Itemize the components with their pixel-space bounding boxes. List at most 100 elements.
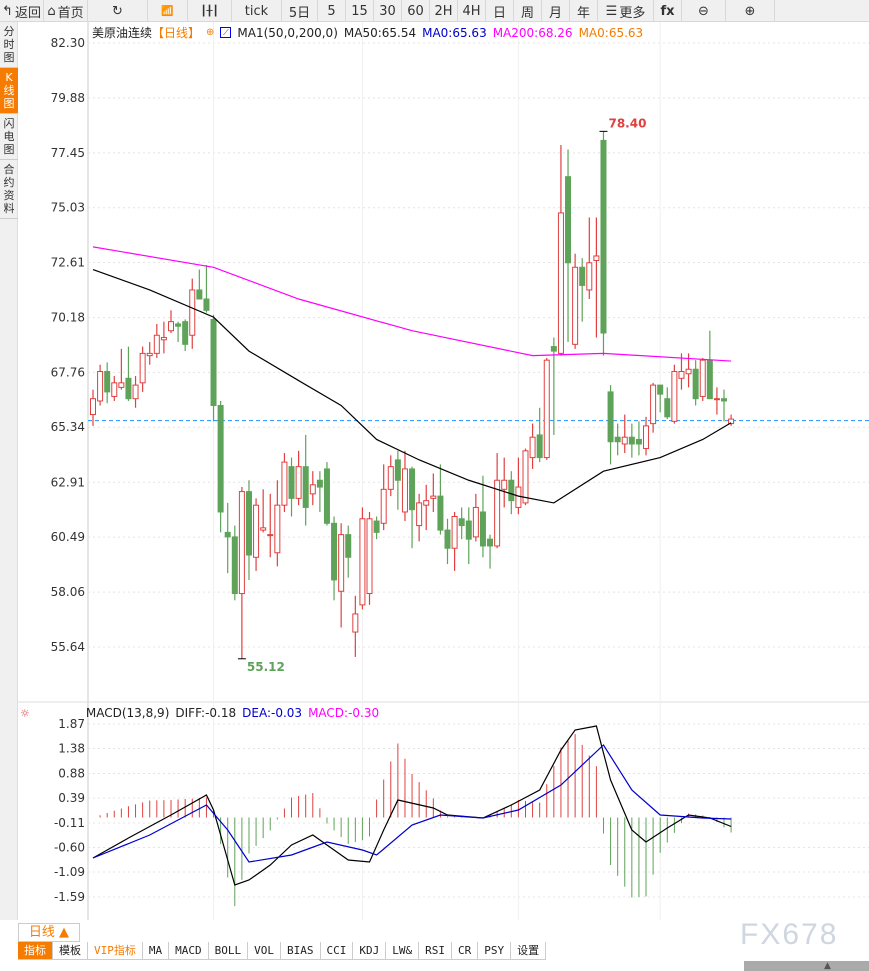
zoom-out-button[interactable]: ⊖ [682,0,726,22]
tab-设置[interactable]: 设置 [511,942,547,959]
candle [160,321,167,354]
scroll-up-icon[interactable]: ▲ [824,961,831,971]
toolbar-日-button[interactable]: 日 [486,0,514,22]
kline-chart[interactable]: 82.30 79.88 77.45 75.03 72.61 70.18 67.76 65.34… [0,22,869,920]
toolbar-15-button[interactable]: 15 [346,0,374,22]
scrollbar[interactable]: ▲ [744,961,869,971]
toolbar-label: 60 [407,3,424,19]
candle-body [323,468,330,524]
tab-BIAS[interactable]: BIAS [281,942,321,959]
refresh-icon: ↻ [112,3,123,19]
tab-KDJ[interactable]: KDJ [353,942,387,959]
candle [104,362,111,404]
refresh-button[interactable]: ↻ [88,0,148,22]
toolbar-更多-button[interactable]: ☰ 更多 [598,0,654,22]
toolbar-2H-button[interactable]: 2H [430,0,458,22]
extreme-price-label: 78.40 [608,116,646,130]
tab-CCI[interactable]: CCI [321,942,354,959]
sidebar-tab-3[interactable]: 合约资料 [0,160,18,219]
toolbar-周-button[interactable]: 周 [514,0,542,22]
line-chart-button[interactable]: 📶 [148,0,188,22]
tab-BOLL[interactable]: BOLL [209,942,249,959]
candle [274,480,281,567]
toolbar-年-button[interactable]: 年 [570,0,598,22]
price-tick-label: 82.30 [51,36,85,50]
toolbar-fx-button[interactable]: fx [654,0,682,22]
candle-body [501,479,508,490]
candle-body [671,371,678,422]
candle-body [479,511,486,547]
toolbar-月-button[interactable]: 月 [542,0,570,22]
candle [572,253,579,349]
indicator-icon[interactable]: ⟋ [220,27,232,38]
candle-body [409,468,416,511]
candle-body [678,371,685,379]
candle [245,480,252,580]
candle-body [529,436,536,459]
indicator-tabs: 指标 模板 VIP指标 MA MACD BOLL VOL BIAS CCI KDJ LW& RSI CR… [18,942,547,960]
toolbar-5日-button[interactable]: 5日 [282,0,318,22]
price-tick-label: 55.64 [51,640,85,654]
candle-body [416,502,423,527]
price-tick-label: 75.03 [51,201,85,215]
price-tick-label: 72.61 [51,256,85,270]
tab-模板[interactable]: 模板 [53,942,88,959]
candle [366,511,373,605]
candle-body [97,371,104,402]
sidebar: 分时图 K线图 闪电图 合约资料 [0,22,18,920]
tab-RSI[interactable]: RSI [419,942,452,959]
tab-VOL[interactable]: VOL [248,942,281,959]
tab-指标[interactable]: 指标 [18,942,53,959]
candle-body [472,506,479,538]
candle [359,507,366,610]
zoom-in-button[interactable]: ⊕ [726,0,775,22]
tab-VIP指标[interactable]: VIP指标 [88,942,143,959]
candle-body [586,262,593,291]
candle-body [628,436,635,445]
candle [210,314,217,422]
period-button[interactable]: 日线 ▲ [18,923,80,942]
toolbar-tick-button[interactable]: tick [232,0,282,22]
candle [295,450,302,506]
candle-body [196,289,203,300]
toolbar-返回-button[interactable]: ↰ 返回 [0,0,44,22]
settings-icon[interactable]: ☼ [20,706,30,720]
candle [664,387,671,420]
sidebar-tab-2[interactable]: 闪电图 [0,114,18,160]
candle-body [160,337,167,341]
candlestick-button[interactable]: ┃╂┃ [188,0,232,22]
tab-PSY[interactable]: PSY [478,942,512,959]
instrument-name: 美原油连续 [92,26,153,40]
candle-body [565,176,572,264]
sidebar-tab-0[interactable]: 分时图 [0,22,18,68]
crosshair-icon[interactable]: ⊕ [206,27,215,38]
candle-body [316,479,323,488]
toolbar-4H-button[interactable]: 4H [458,0,486,22]
candle-body [430,495,437,499]
period-label: 【日线】 [152,26,201,40]
candle-body [721,398,728,402]
candle-body [281,461,288,506]
candle [607,385,614,465]
candle-body [458,518,465,527]
tab-LW&[interactable]: LW& [386,942,420,959]
toolbar-60-button[interactable]: 60 [402,0,430,22]
candle [423,484,430,531]
toolbar-30-button[interactable]: 30 [374,0,402,22]
candle [309,471,316,506]
sidebar-tab-1[interactable]: K线图 [0,68,18,114]
candle-body [288,466,295,499]
candle-body [139,352,146,384]
toolbar-5-button[interactable]: 5 [318,0,346,22]
toolbar-label: 月 [548,5,562,21]
toolbar-首页-button[interactable]: ⌂ 首页 [44,0,88,22]
candle [203,265,210,313]
tab-CR[interactable]: CR [452,942,479,959]
tab-MACD[interactable]: MACD [169,942,209,959]
candle [643,416,650,456]
candle [430,473,437,512]
home-icon: ⌂ [47,3,56,19]
tab-MA[interactable]: MA [143,942,170,959]
candle-body [650,384,657,425]
ma50-value: MA50:65.54 [343,25,417,40]
